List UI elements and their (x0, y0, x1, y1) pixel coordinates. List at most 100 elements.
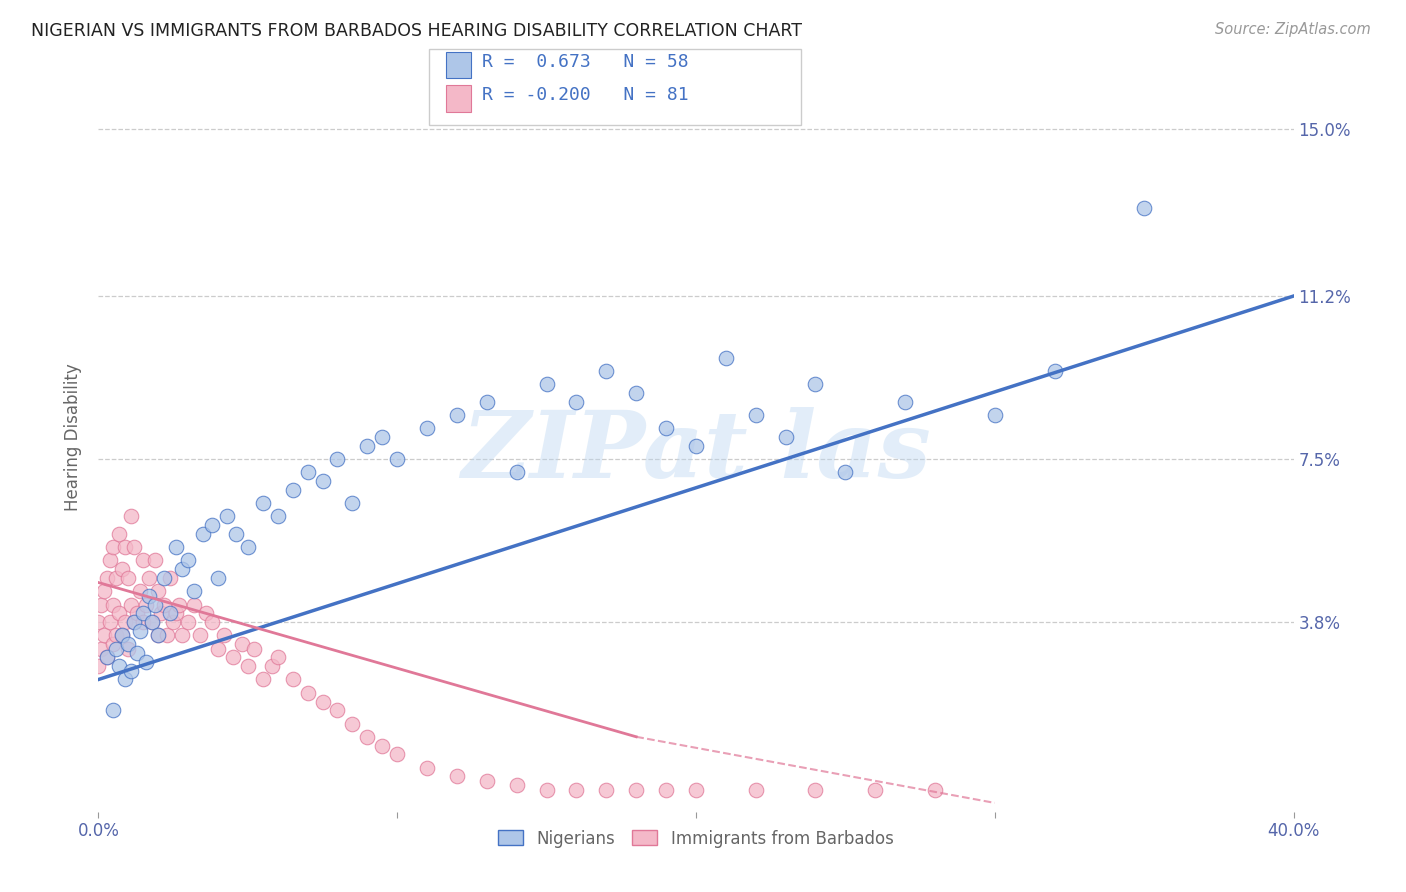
Point (371, 430, 394, 444)
Point (342, 716, 364, 731)
Point (311, 474, 333, 488)
Point (267, 650, 290, 665)
Point (745, 408, 768, 422)
Point (201, 615, 224, 630)
Point (135, 655, 157, 669)
Point (342, 496, 364, 510)
Point (207, 641, 229, 656)
Point (117, 641, 139, 656)
Point (108, 607, 131, 621)
Point (685, 439, 707, 453)
Point (745, 782, 768, 797)
Point (714, 351, 737, 365)
Text: R =  0.673   N = 58: R = 0.673 N = 58 (482, 53, 689, 70)
Point (775, 430, 797, 444)
Point (120, 598, 142, 612)
Point (416, 761, 439, 775)
Point (416, 421, 439, 435)
Point (143, 598, 166, 612)
Point (804, 782, 827, 797)
Point (172, 562, 194, 576)
Point (143, 553, 166, 567)
Point (536, 782, 558, 797)
Point (385, 452, 409, 467)
Point (834, 466, 856, 480)
Text: ZIPat las: ZIPat las (461, 407, 931, 497)
Point (167, 598, 190, 612)
Point (103, 637, 125, 651)
Point (1133, 201, 1156, 215)
Point (108, 527, 131, 541)
Point (114, 673, 136, 687)
Point (626, 782, 648, 797)
Point (804, 377, 827, 392)
Point (536, 377, 558, 392)
Point (127, 646, 149, 660)
Point (111, 628, 134, 642)
Point (87, 615, 110, 630)
Point (984, 408, 1007, 422)
Point (281, 673, 304, 687)
Point (103, 703, 125, 717)
Point (103, 541, 125, 555)
Point (506, 778, 529, 792)
Text: Source: ZipAtlas.com: Source: ZipAtlas.com (1215, 22, 1371, 37)
Point (172, 628, 194, 642)
Point (159, 571, 181, 585)
Point (297, 686, 319, 700)
Point (177, 553, 200, 567)
Point (231, 637, 253, 651)
Point (98, 553, 122, 567)
Point (132, 607, 155, 621)
Point (475, 773, 498, 788)
Point (894, 394, 917, 409)
Point (222, 650, 245, 665)
Point (90, 598, 112, 612)
Point (385, 747, 409, 762)
Text: R = -0.200   N = 81: R = -0.200 N = 81 (482, 86, 689, 103)
Point (132, 553, 155, 567)
Point (225, 527, 247, 541)
Text: NIGERIAN VS IMMIGRANTS FROM BARBADOS HEARING DISABILITY CORRELATION CHART: NIGERIAN VS IMMIGRANTS FROM BARBADOS HEA… (31, 22, 801, 40)
Point (150, 607, 173, 621)
Point (165, 541, 187, 555)
Point (297, 466, 319, 480)
Point (260, 659, 283, 673)
Point (120, 664, 142, 678)
Point (148, 628, 170, 642)
Point (371, 739, 394, 753)
Point (108, 659, 131, 673)
Point (281, 483, 304, 497)
Point (326, 452, 349, 467)
Point (111, 628, 134, 642)
Point (114, 541, 136, 555)
Point (191, 527, 214, 541)
Point (326, 703, 349, 717)
Point (165, 607, 187, 621)
Point (90, 641, 112, 656)
Point (148, 628, 170, 642)
Point (311, 694, 333, 708)
Point (135, 598, 157, 612)
Point (655, 421, 678, 435)
Point (865, 782, 887, 797)
Point (162, 615, 184, 630)
Point (177, 615, 200, 630)
Y-axis label: Hearing Disability: Hearing Disability (65, 363, 83, 511)
Point (188, 628, 211, 642)
Legend: Nigerians, Immigrants from Barbados: Nigerians, Immigrants from Barbados (491, 822, 901, 855)
Point (124, 615, 146, 630)
Point (595, 364, 617, 378)
Point (96, 650, 118, 665)
Point (207, 571, 229, 585)
Point (103, 598, 125, 612)
Point (114, 615, 136, 630)
Point (595, 782, 617, 797)
Point (252, 496, 274, 510)
Point (93, 584, 115, 599)
Point (195, 607, 218, 621)
Point (129, 624, 152, 638)
Point (105, 641, 128, 656)
Point (117, 571, 139, 585)
Point (626, 386, 648, 401)
